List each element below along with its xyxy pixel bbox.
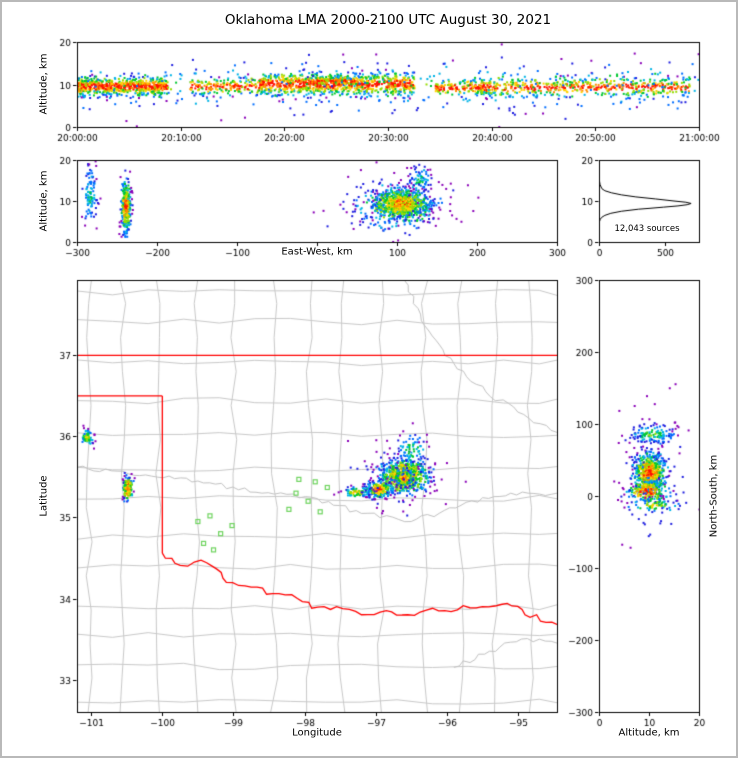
map-xlabel: Longitude <box>292 727 342 739</box>
source-count-label: 12,043 sources <box>614 224 680 234</box>
figure-title: Oklahoma LMA 2000-2100 UTC August 30, 20… <box>224 12 552 28</box>
ns-height-xlabel: Altitude, km <box>618 727 680 739</box>
time-height-ylabel: Altitude, km <box>38 53 50 115</box>
ns-height-ylabel: North-South, km <box>708 454 720 538</box>
ew-height-xlabel: East-West, km <box>281 246 353 258</box>
ew-height-ylabel: Altitude, km <box>38 170 50 232</box>
map-ylabel: Latitude <box>38 475 50 517</box>
